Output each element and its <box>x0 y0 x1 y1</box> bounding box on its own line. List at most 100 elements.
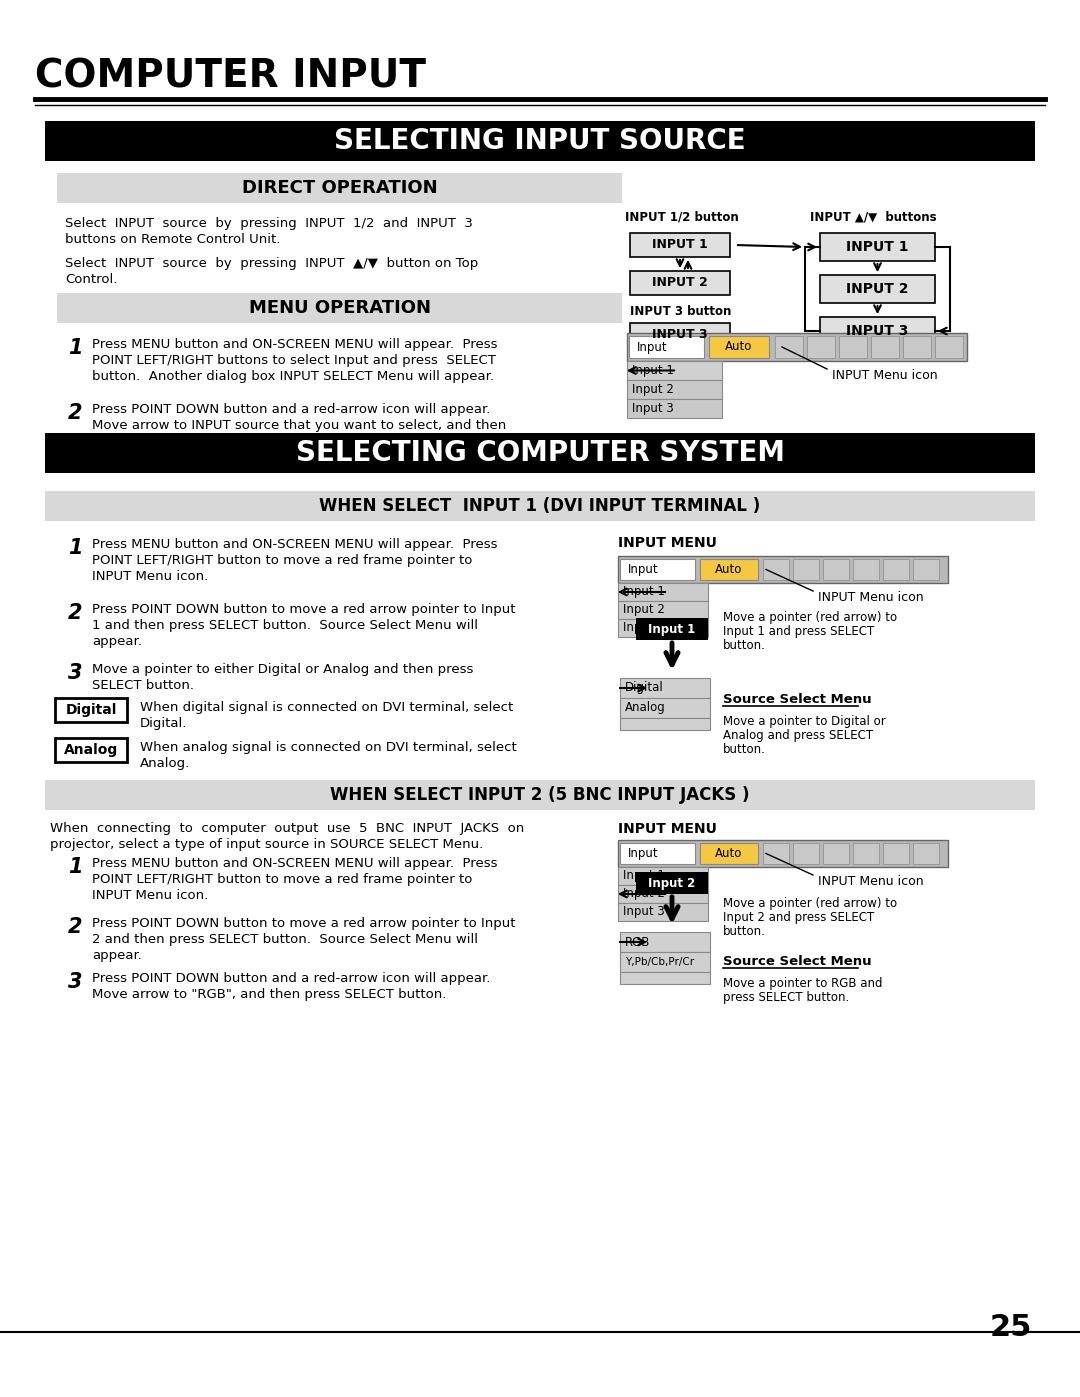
Text: Input 3: Input 3 <box>623 622 665 634</box>
Text: Digital: Digital <box>625 682 664 694</box>
Bar <box>618 840 948 868</box>
Text: button.: button. <box>723 743 766 756</box>
Text: Control.: Control. <box>65 272 118 286</box>
Bar <box>820 317 935 345</box>
Bar <box>823 842 849 863</box>
Text: INPUT 3 button: INPUT 3 button <box>630 305 731 319</box>
Text: Move a pointer (red arrow) to: Move a pointer (red arrow) to <box>723 897 897 909</box>
Bar <box>55 738 127 761</box>
Text: 2: 2 <box>68 604 82 623</box>
Text: Digital.: Digital. <box>140 717 187 731</box>
Text: Input 3: Input 3 <box>623 905 665 918</box>
Bar <box>853 559 879 580</box>
Text: SELECT button.: SELECT button. <box>92 679 194 692</box>
Text: 25: 25 <box>990 1313 1032 1343</box>
Text: Y,Pb/Cb,Pr/Cr: Y,Pb/Cb,Pr/Cr <box>625 957 694 967</box>
Text: Analog: Analog <box>625 701 665 714</box>
Bar <box>57 293 622 323</box>
Text: Press POINT DOWN button and a red-arrow icon will appear.: Press POINT DOWN button and a red-arrow … <box>92 972 490 985</box>
Text: SELECTING COMPUTER SYSTEM: SELECTING COMPUTER SYSTEM <box>296 439 784 467</box>
Text: Input: Input <box>627 563 659 576</box>
Bar <box>620 718 710 731</box>
Bar <box>630 233 730 257</box>
Bar <box>700 842 758 863</box>
Text: INPUT 3: INPUT 3 <box>847 324 908 338</box>
Text: Input 2 and press SELECT: Input 2 and press SELECT <box>723 911 874 923</box>
Text: DIRECT OPERATION: DIRECT OPERATION <box>242 179 437 197</box>
Text: COMPUTER INPUT: COMPUTER INPUT <box>35 57 426 95</box>
Bar <box>620 972 710 983</box>
Text: When analog signal is connected on DVI terminal, select: When analog signal is connected on DVI t… <box>140 740 516 754</box>
Bar <box>620 951 710 972</box>
Bar <box>630 323 730 346</box>
Bar <box>793 842 819 863</box>
Text: button.: button. <box>723 925 766 937</box>
Text: INPUT 3: INPUT 3 <box>652 328 707 341</box>
Bar <box>775 337 804 358</box>
Bar <box>883 559 909 580</box>
Text: button.  Another dialog box INPUT SELECT Menu will appear.: button. Another dialog box INPUT SELECT … <box>92 370 494 383</box>
Text: Input 3: Input 3 <box>632 402 674 415</box>
Bar <box>820 275 935 303</box>
Bar <box>618 556 948 583</box>
Text: 2: 2 <box>68 402 82 423</box>
Bar <box>627 380 723 400</box>
Bar <box>627 332 967 360</box>
Text: Input 2: Input 2 <box>623 887 665 901</box>
Text: Move a pointer to either Digital or Analog and then press: Move a pointer to either Digital or Anal… <box>92 664 473 676</box>
Bar <box>903 337 931 358</box>
Bar <box>618 601 708 619</box>
Text: Source Select Menu: Source Select Menu <box>723 956 872 968</box>
Text: INPUT 2: INPUT 2 <box>652 277 707 289</box>
Text: 3: 3 <box>68 972 82 992</box>
Text: INPUT 1/2 button: INPUT 1/2 button <box>625 211 739 224</box>
Bar <box>620 842 696 863</box>
Text: Press POINT DOWN button to move a red arrow pointer to Input: Press POINT DOWN button to move a red ar… <box>92 604 515 616</box>
Text: Auto: Auto <box>715 847 743 861</box>
Text: buttons on Remote Control Unit.: buttons on Remote Control Unit. <box>65 233 281 246</box>
Text: Input 1 and press SELECT: Input 1 and press SELECT <box>723 624 874 638</box>
Bar <box>45 780 1035 810</box>
Bar <box>820 233 935 261</box>
Text: Press MENU button and ON-SCREEN MENU will appear.  Press: Press MENU button and ON-SCREEN MENU wil… <box>92 856 498 870</box>
Text: Select  INPUT  source  by  pressing  INPUT  ▲/▼  button on Top: Select INPUT source by pressing INPUT ▲/… <box>65 257 478 270</box>
Text: SELECTING INPUT SOURCE: SELECTING INPUT SOURCE <box>334 127 746 155</box>
Bar <box>700 559 758 580</box>
Bar <box>57 173 622 203</box>
Text: Analog: Analog <box>64 743 118 757</box>
Bar <box>762 842 789 863</box>
Text: INPUT Menu icon: INPUT Menu icon <box>832 369 937 381</box>
Text: appear.: appear. <box>92 636 141 648</box>
Bar <box>620 698 710 718</box>
Bar <box>793 559 819 580</box>
Text: 2: 2 <box>68 916 82 937</box>
Bar <box>870 337 899 358</box>
Bar <box>620 932 710 951</box>
Text: press SELECT button.: press SELECT button. <box>92 434 234 448</box>
Bar <box>45 433 1035 474</box>
Text: Select  INPUT  source  by  pressing  INPUT  1/2  and  INPUT  3: Select INPUT source by pressing INPUT 1/… <box>65 217 473 231</box>
Text: Move arrow to "RGB", and then press SELECT button.: Move arrow to "RGB", and then press SELE… <box>92 988 446 1002</box>
Text: Input: Input <box>627 847 659 861</box>
Bar <box>618 886 708 902</box>
Text: INPUT MENU: INPUT MENU <box>618 536 717 550</box>
Text: Press MENU button and ON-SCREEN MENU will appear.  Press: Press MENU button and ON-SCREEN MENU wil… <box>92 538 498 550</box>
Bar <box>630 271 730 295</box>
Text: Auto: Auto <box>715 563 743 576</box>
Text: INPUT 2: INPUT 2 <box>847 282 908 296</box>
Text: INPUT MENU: INPUT MENU <box>618 821 717 835</box>
Text: Press POINT DOWN button and a red-arrow icon will appear.: Press POINT DOWN button and a red-arrow … <box>92 402 490 416</box>
Bar <box>629 337 704 358</box>
Text: Input 1: Input 1 <box>648 623 696 636</box>
Text: POINT LEFT/RIGHT button to move a red frame pointer to: POINT LEFT/RIGHT button to move a red fr… <box>92 873 472 886</box>
Text: INPUT 1: INPUT 1 <box>847 240 908 254</box>
Text: RGB: RGB <box>625 936 650 949</box>
Text: Press POINT DOWN button to move a red arrow pointer to Input: Press POINT DOWN button to move a red ar… <box>92 916 515 930</box>
Text: MENU OPERATION: MENU OPERATION <box>249 299 431 317</box>
Text: INPUT Menu icon.: INPUT Menu icon. <box>92 888 208 902</box>
Text: press SELECT button.: press SELECT button. <box>723 990 849 1004</box>
Text: Source Select Menu: Source Select Menu <box>723 693 872 705</box>
Text: Analog.: Analog. <box>140 757 190 770</box>
Bar <box>913 559 939 580</box>
Text: 1: 1 <box>68 856 82 877</box>
